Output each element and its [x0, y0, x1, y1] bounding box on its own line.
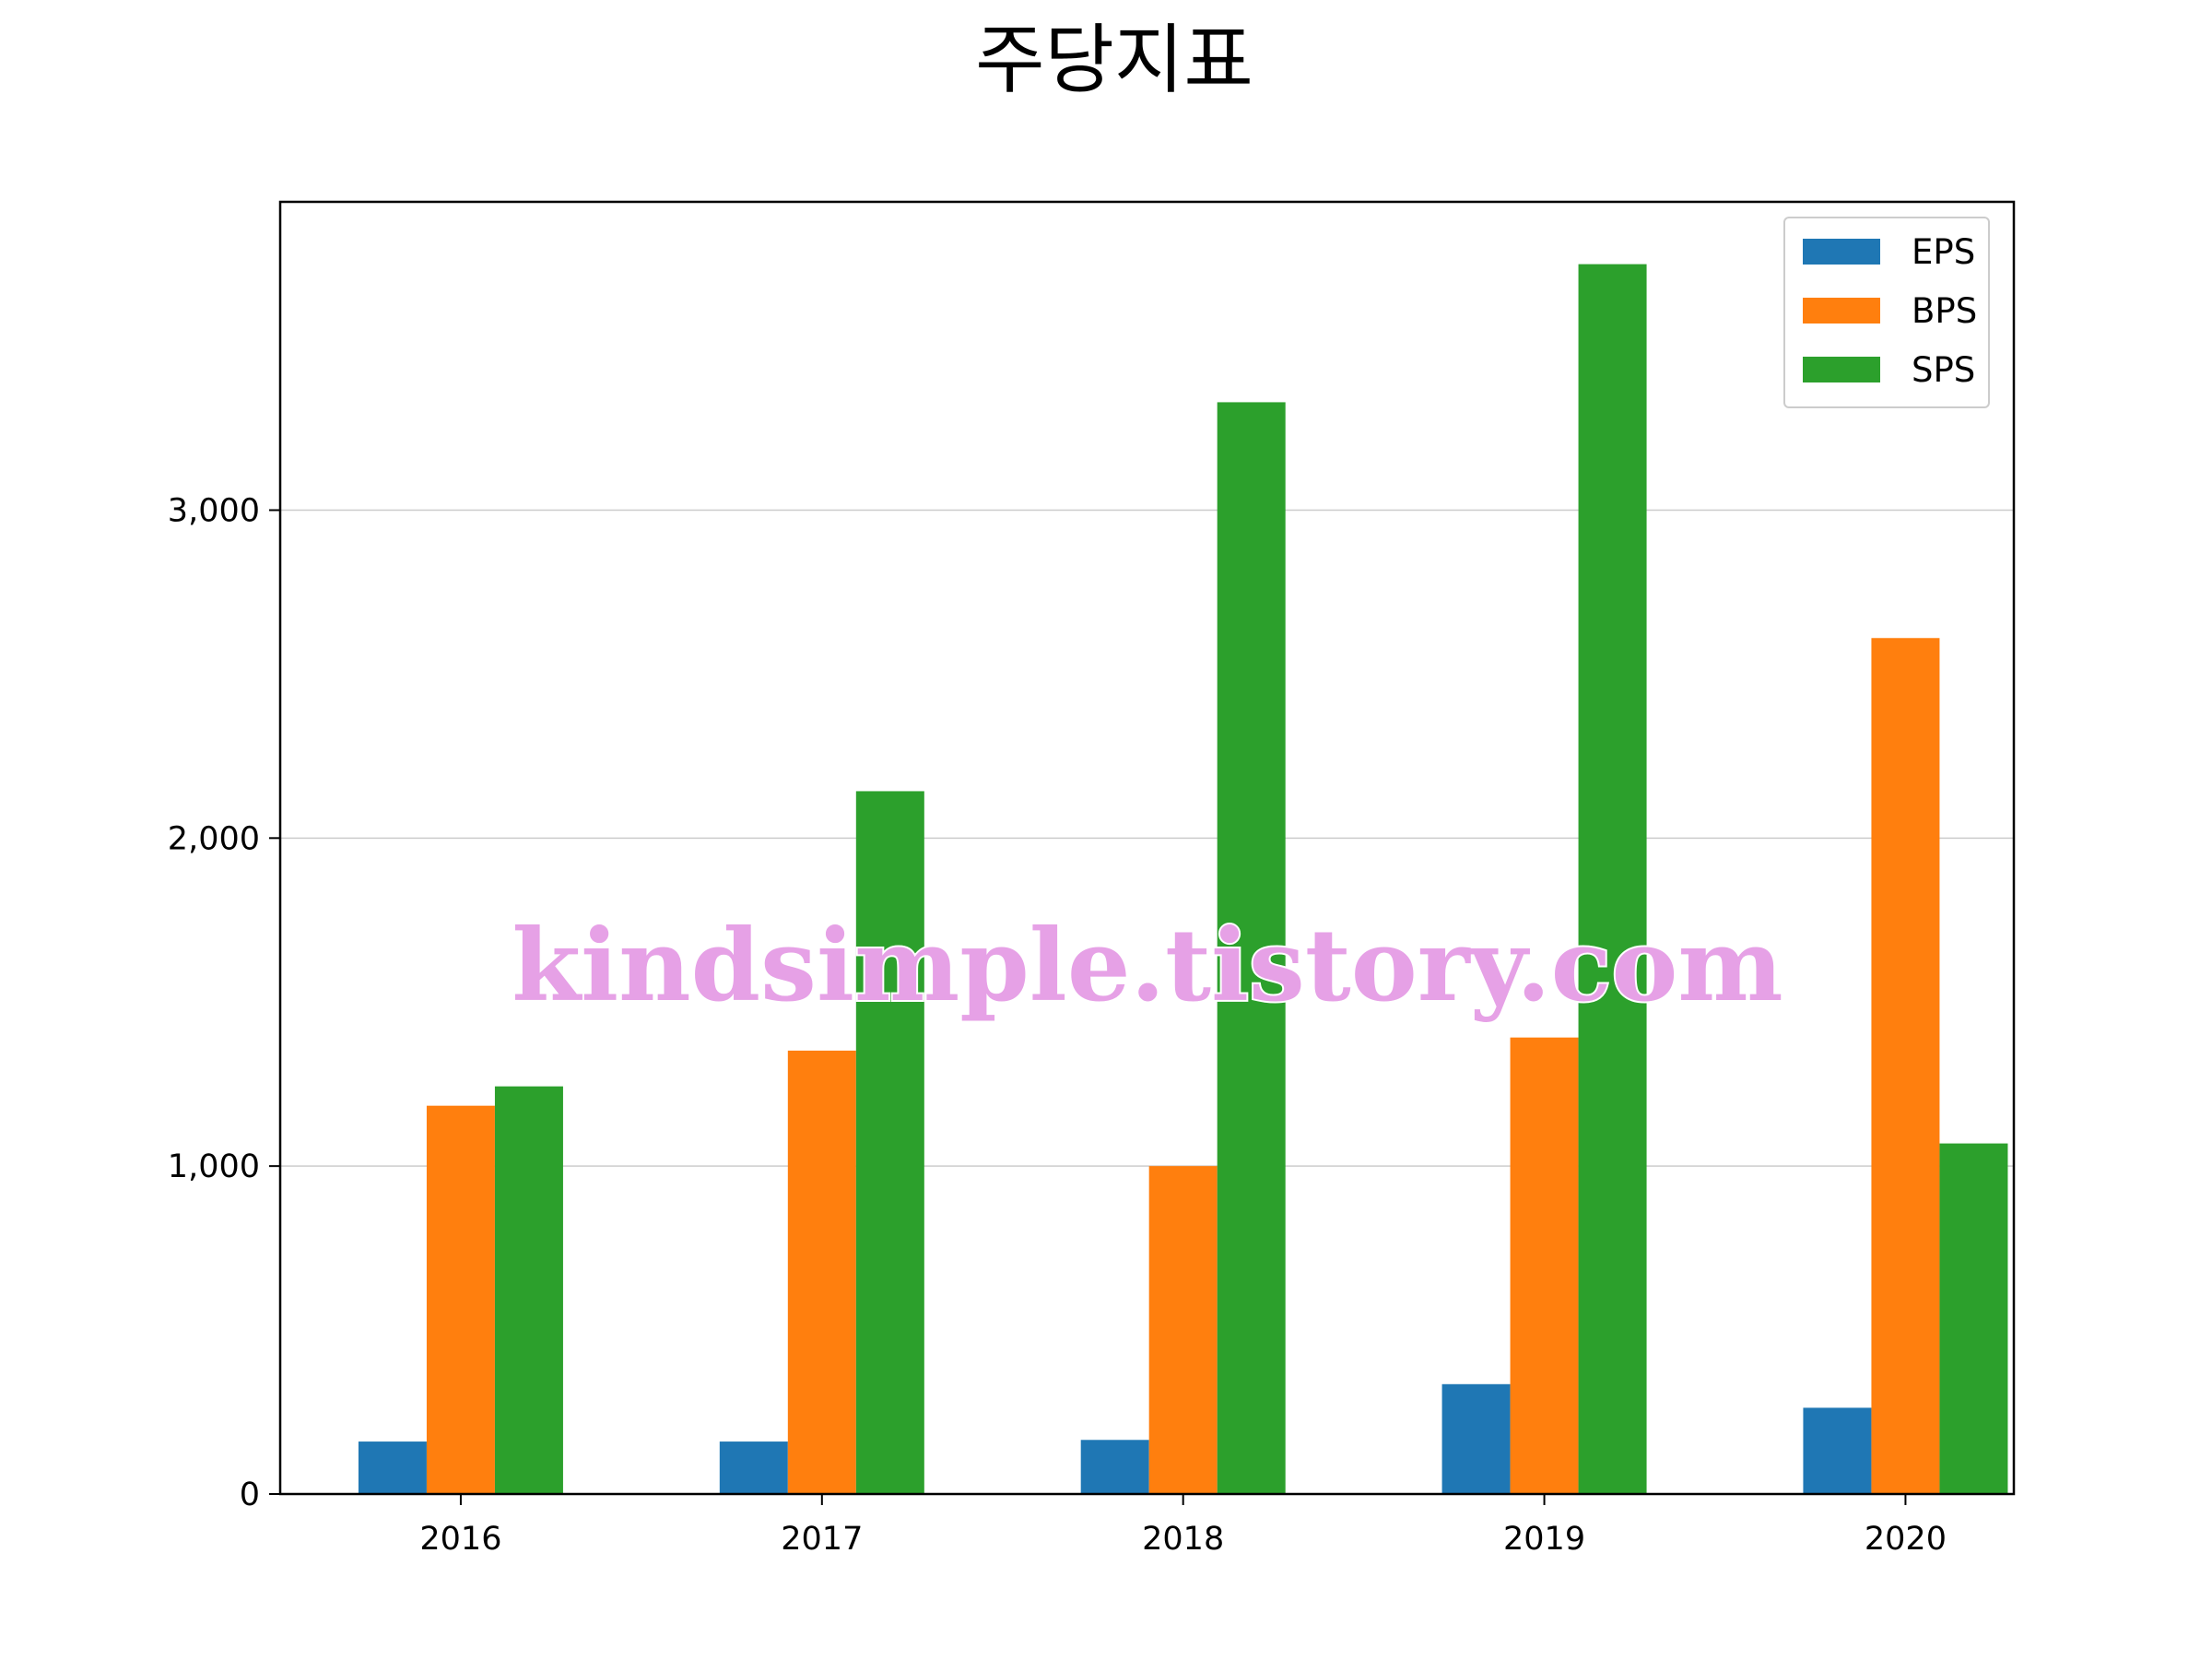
bar-sps-2016 — [494, 1086, 563, 1494]
bar-eps-2018 — [1080, 1440, 1149, 1494]
watermark-text: kindsimple.tistory.com — [512, 908, 1783, 1024]
y-tick-label: 0 — [240, 1477, 260, 1513]
x-tick-label: 2018 — [1142, 1521, 1224, 1558]
x-axis: 2016 2017 2018 2019 2020 — [419, 1494, 1947, 1558]
legend-swatch-bps — [1803, 298, 1880, 324]
legend-swatch-sps — [1803, 357, 1880, 382]
bar-sps-2020 — [1939, 1143, 2008, 1494]
legend-swatch-eps — [1803, 239, 1880, 265]
x-tick-label: 2020 — [1865, 1521, 1947, 1558]
bar-bps-2017 — [787, 1050, 856, 1494]
legend-label-sps: SPS — [1912, 350, 1975, 390]
y-tick-label: 2,000 — [168, 820, 260, 857]
y-axis: 0 1,000 2,000 3,000 — [168, 492, 280, 1513]
x-tick-label: 2017 — [781, 1521, 863, 1558]
x-tick-label: 2016 — [419, 1521, 501, 1558]
bar-eps-2017 — [719, 1441, 788, 1494]
legend: EPS BPS SPS — [1783, 217, 1990, 408]
bars — [358, 264, 2008, 1494]
legend-label-bps: BPS — [1912, 291, 1977, 331]
legend-label-eps: EPS — [1912, 232, 1975, 272]
bar-sps-2018 — [1217, 402, 1286, 1494]
bar-sps-2019 — [1578, 264, 1647, 1494]
bar-bps-2020 — [1871, 638, 1940, 1494]
y-tick-label: 1,000 — [168, 1148, 260, 1185]
plot-frame — [278, 200, 2016, 1496]
x-tick-label: 2019 — [1503, 1521, 1585, 1558]
bar-sps-2017 — [855, 791, 924, 1494]
chart-title: 주당지표 — [975, 17, 1253, 104]
y-tick-label: 3,000 — [168, 492, 260, 529]
bar-bps-2018 — [1148, 1166, 1218, 1494]
bar-eps-2020 — [1803, 1407, 1872, 1494]
grid-lines — [280, 509, 2014, 1167]
bar-bps-2019 — [1510, 1037, 1579, 1494]
bar-bps-2016 — [426, 1105, 495, 1494]
bar-eps-2016 — [358, 1441, 427, 1494]
bar-eps-2019 — [1441, 1383, 1511, 1494]
